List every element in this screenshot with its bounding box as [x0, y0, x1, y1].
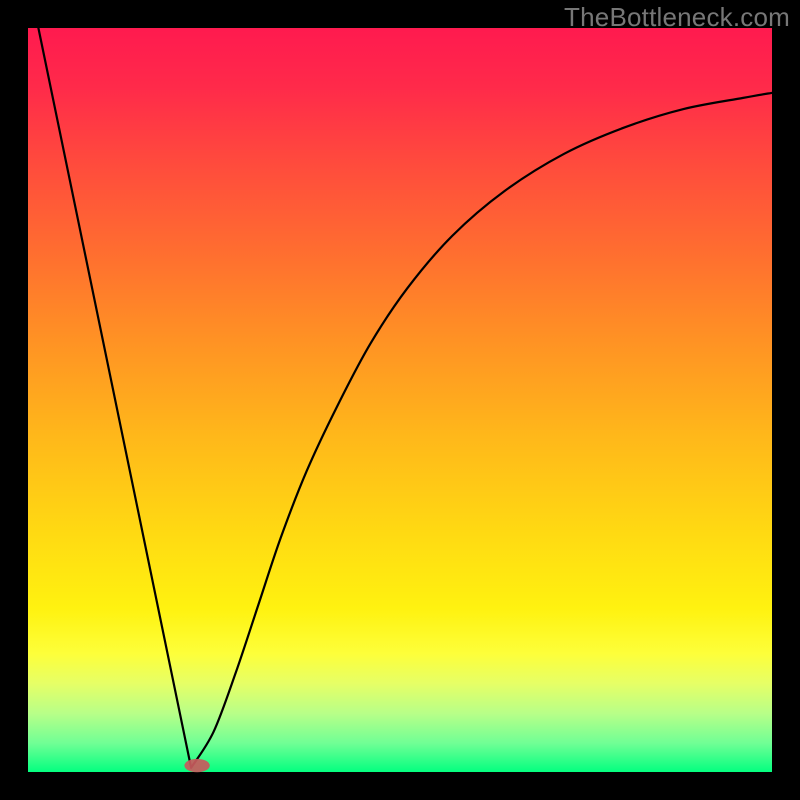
- bottleneck-chart: [0, 0, 800, 800]
- chart-container: TheBottleneck.com: [0, 0, 800, 800]
- plot-background: [27, 27, 773, 773]
- minimum-marker: [184, 759, 209, 772]
- watermark-text: TheBottleneck.com: [564, 2, 790, 33]
